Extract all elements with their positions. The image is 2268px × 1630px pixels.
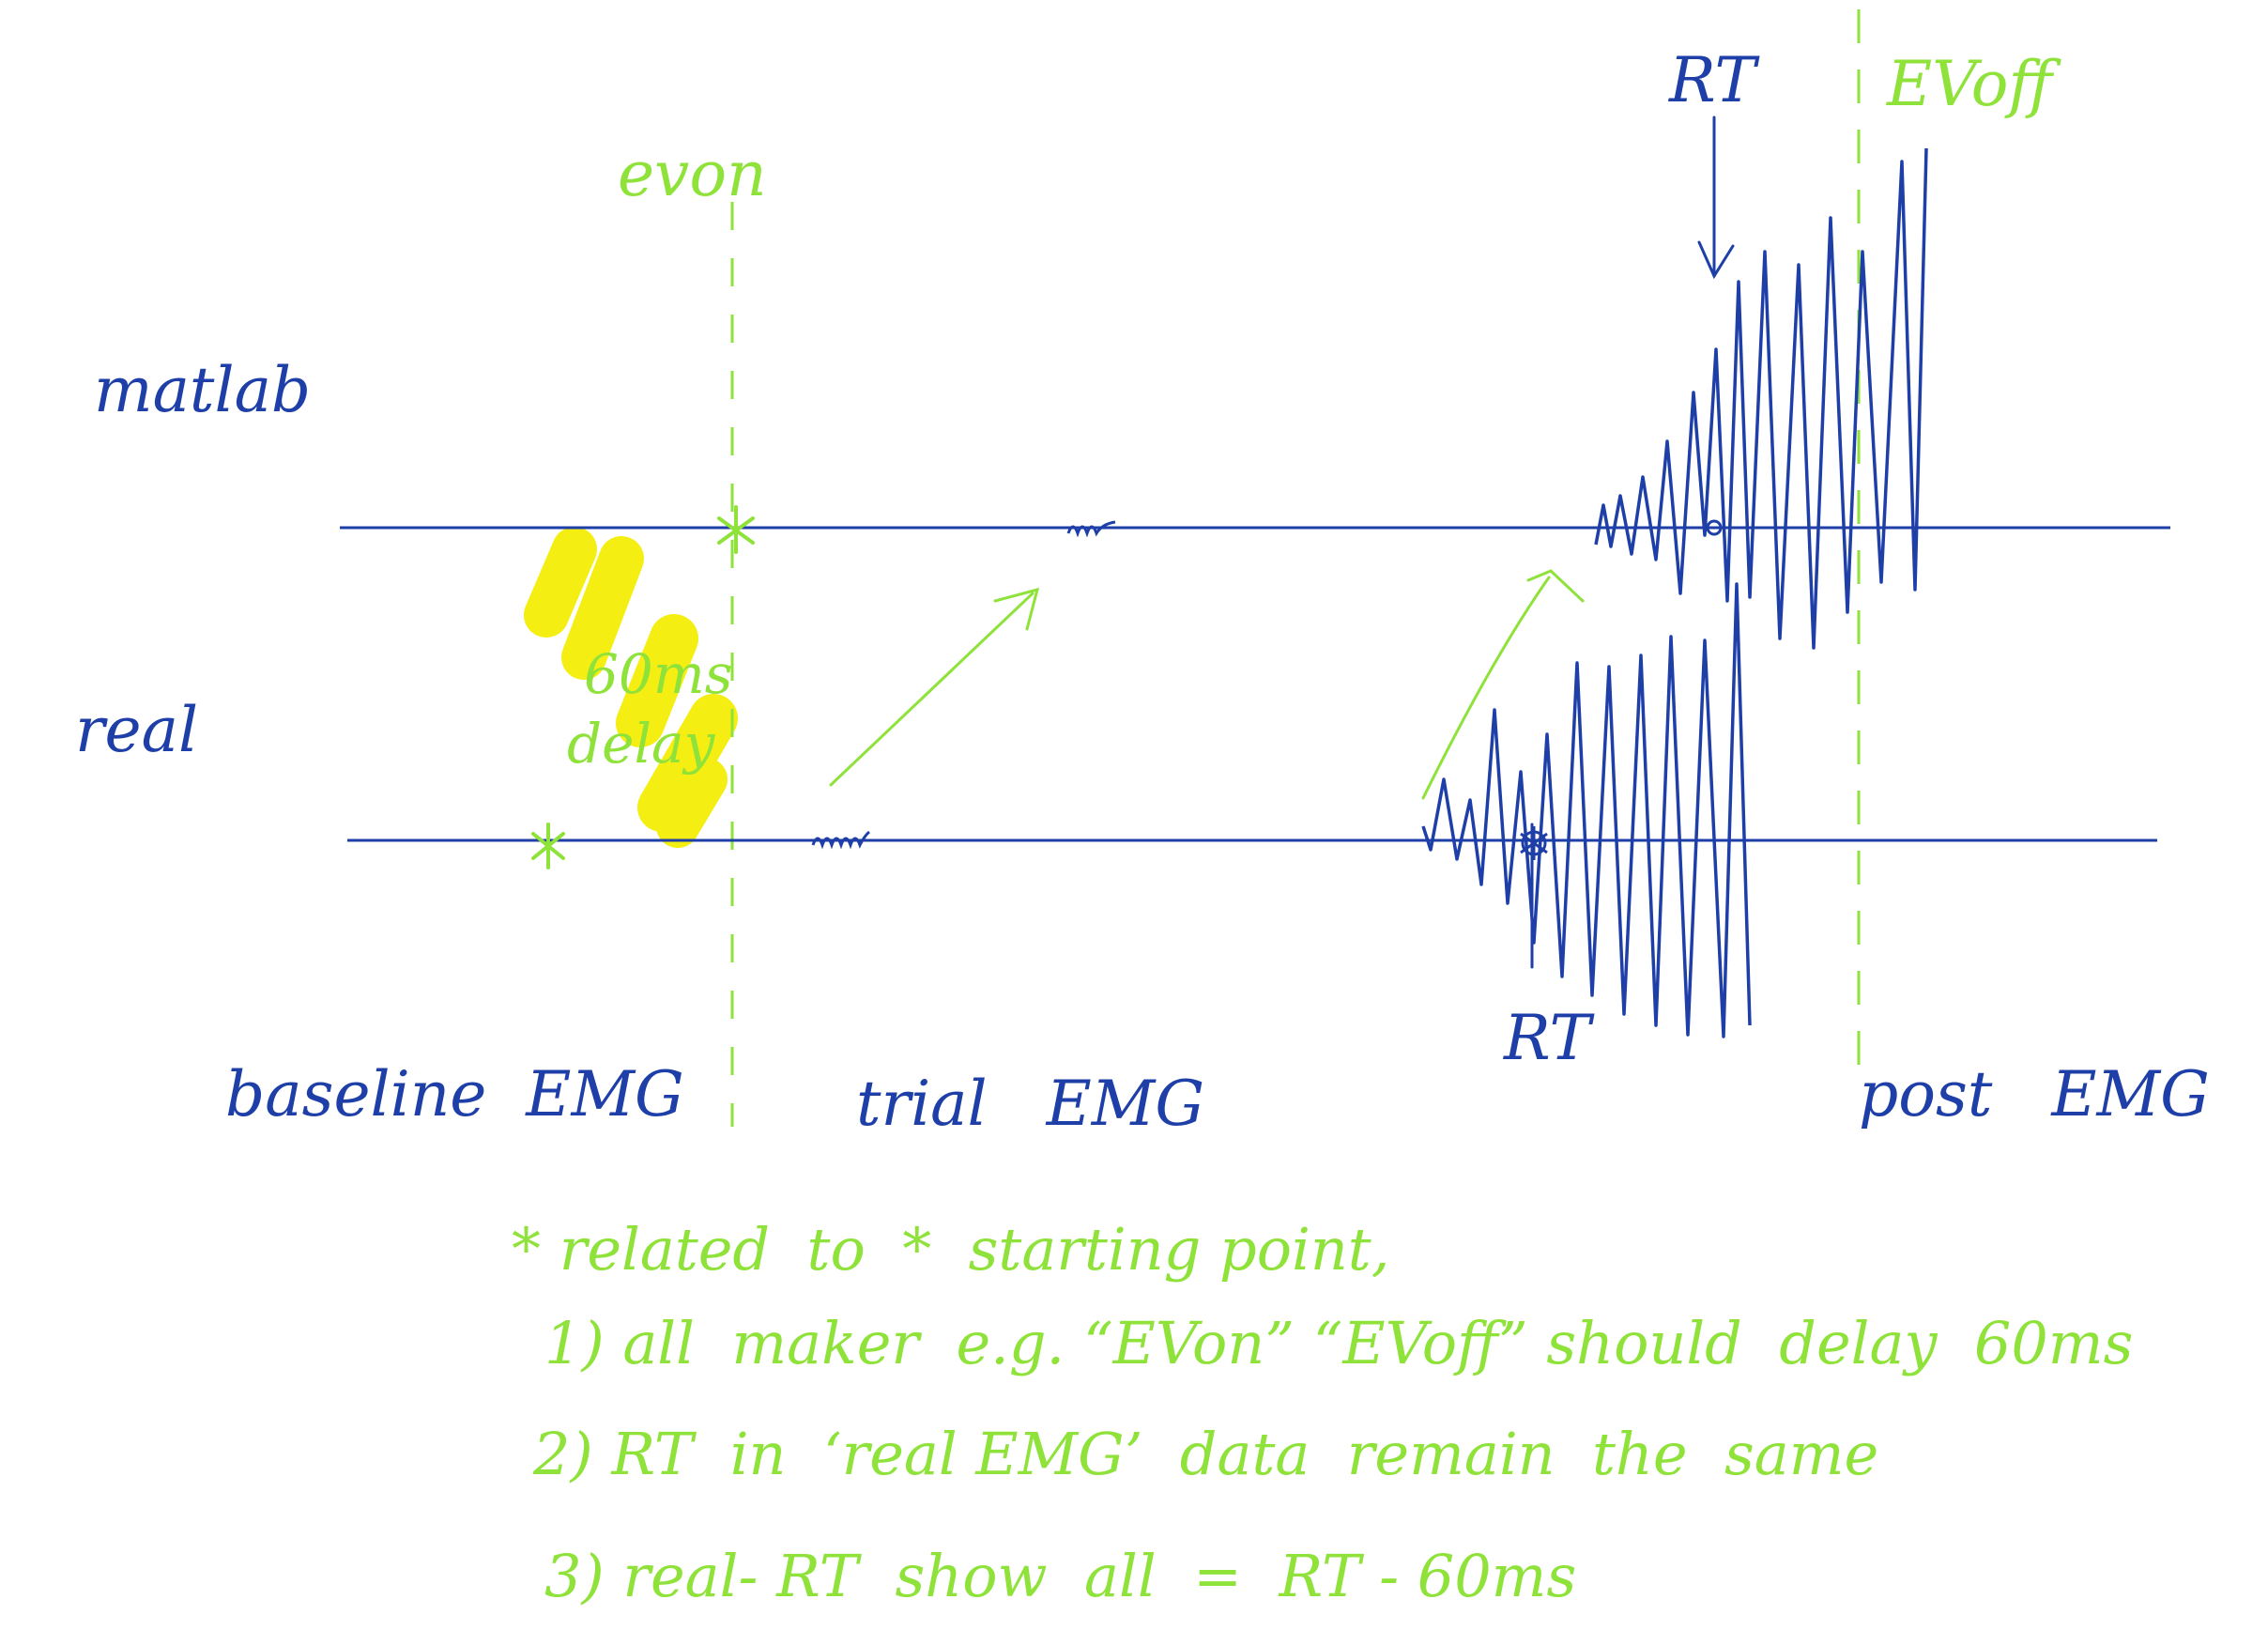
matlab-start-star-icon xyxy=(717,505,755,554)
real-rt-star-icon xyxy=(1520,826,1548,860)
marker-label-evon: evon xyxy=(618,138,767,210)
delay-highlight xyxy=(524,527,738,848)
note-item-2: 2) RT in ‘real EMG’ data remain the same xyxy=(532,1420,1878,1488)
shift-arrow-trial xyxy=(829,587,1040,787)
matlab-rt-dot-icon xyxy=(1706,519,1723,536)
shift-arrow-response xyxy=(1421,569,1585,800)
real-start-star-icon xyxy=(531,823,565,869)
marker-label-evoff: EVoff xyxy=(1886,48,2062,120)
rt-arrow xyxy=(1697,115,1735,280)
marker-label-rt-bottom: RT xyxy=(1503,1002,1596,1074)
matlab-trial-squiggle xyxy=(1066,520,1116,538)
real-trial-squiggle xyxy=(811,830,870,850)
matlab-emg-burst xyxy=(1594,147,1928,650)
delay-label-word: delay xyxy=(567,712,716,776)
segment-label-trial: trial EMG xyxy=(856,1068,1204,1140)
note-item-3: 3) real- RT show all = RT - 60ms xyxy=(544,1542,1576,1610)
row-label-real: real xyxy=(75,694,198,766)
segment-label-post: post EMG xyxy=(1859,1058,2210,1130)
row-label-matlab: matlab xyxy=(94,354,311,426)
marker-label-rt-top: RT xyxy=(1668,44,1761,116)
delay-label-amount: 60ms xyxy=(584,642,733,706)
note-intro: * related to * starting point, xyxy=(512,1215,1389,1284)
note-item-1: 1) all maker e.g. “EVon” “EVoff” should … xyxy=(544,1309,2133,1377)
segment-label-baseline: baseline EMG xyxy=(225,1058,684,1130)
real-emg-burst xyxy=(1421,582,1752,1038)
